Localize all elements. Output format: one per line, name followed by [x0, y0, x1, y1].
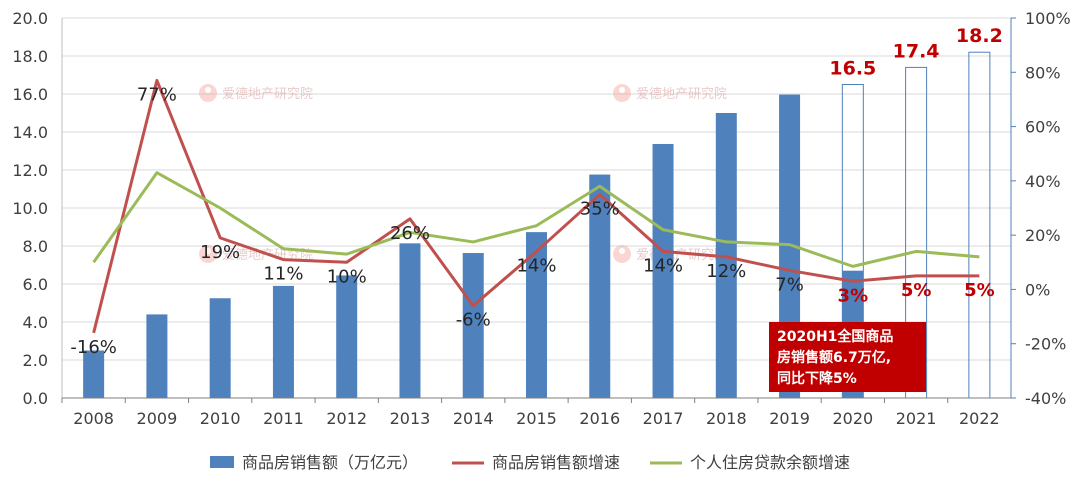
watermark-text: 爱德地产研究院	[222, 87, 313, 102]
x-tick-label: 2022	[959, 409, 1000, 428]
growth-label: 26%	[390, 223, 430, 244]
left-tick-label: 14.0	[12, 123, 48, 142]
bar	[146, 314, 168, 398]
watermark-logo-dot	[619, 248, 625, 254]
legend: 商品房销售额（万亿元） 商品房销售额增速 个人住房贷款余额增速	[210, 453, 850, 472]
legend-label: 商品房销售额（万亿元）	[242, 453, 418, 472]
watermark-logo-icon	[613, 245, 631, 263]
growth-label: 77%	[137, 84, 177, 105]
x-tick-label: 2016	[579, 409, 620, 428]
growth-label: 5%	[901, 280, 932, 301]
x-tick-label: 2017	[643, 409, 684, 428]
x-tick-label: 2014	[453, 409, 494, 428]
watermark-text: 爱德地产研究院	[636, 87, 727, 102]
line-loan-growth	[92, 171, 980, 268]
left-tick-label: 20.0	[12, 9, 48, 28]
left-tick-label: 4.0	[23, 313, 48, 332]
bar	[462, 253, 484, 398]
bar	[336, 275, 358, 398]
bar-value-label: 18.2	[956, 25, 1003, 47]
growth-label: 35%	[580, 198, 620, 219]
left-tick-label: 2.0	[23, 351, 48, 370]
growth-label: -6%	[456, 310, 491, 331]
growth-label: 14%	[516, 255, 556, 276]
left-tick-label: 16.0	[12, 85, 48, 104]
x-tick-label: 2009	[137, 409, 178, 428]
bar	[652, 143, 674, 398]
watermark-logo-dot	[205, 87, 211, 93]
data-labels: 16.5 17.4 18.2 -16% 77% 19% 11% 10% 26% -6% 14% 35%…	[70, 25, 1002, 358]
x-tick-label: 2018	[706, 409, 747, 428]
right-tick-label: 0%	[1025, 280, 1050, 299]
x-tick-label: 2011	[263, 409, 304, 428]
growth-label: 12%	[706, 261, 746, 282]
left-tick-label: 6.0	[23, 275, 48, 294]
legend-swatch-bar	[210, 456, 234, 468]
right-tick-label: 100%	[1025, 9, 1071, 28]
axes: 0.0 2.0 4.0 6.0 8.0 10.0 12.0 14.0 16.0 18.0 20.0 -…	[12, 9, 1070, 428]
growth-label: 5%	[964, 280, 995, 301]
watermark: 爱德地产研究院	[613, 84, 727, 102]
right-tick-label: 60%	[1025, 118, 1061, 137]
growth-label: 19%	[200, 242, 240, 263]
line-sales-growth	[92, 78, 980, 334]
x-tick-label: 2019	[769, 409, 810, 428]
legend-label: 个人住房贷款余额增速	[690, 453, 850, 472]
left-tick-label: 10.0	[12, 199, 48, 218]
right-tick-label: -40%	[1025, 389, 1066, 408]
x-tick-label: 2010	[200, 409, 241, 428]
right-tick-label: -20%	[1025, 335, 1066, 354]
x-tick-label: 2021	[896, 409, 937, 428]
x-tick-label: 2008	[73, 409, 114, 428]
x-tick-label: 2015	[516, 409, 557, 428]
series-lines	[92, 78, 980, 334]
watermark-logo-dot	[205, 248, 211, 254]
left-tick-label: 12.0	[12, 161, 48, 180]
annotation-text: 同比下降5%	[777, 370, 857, 387]
bar	[526, 232, 547, 398]
left-tick-label: 0.0	[23, 389, 48, 408]
left-tick-label: 18.0	[12, 47, 48, 66]
bar	[399, 243, 421, 398]
bar-value-label: 17.4	[893, 40, 940, 62]
annotation-text: 房销售额6.7万亿,	[777, 349, 891, 366]
left-tick-label: 8.0	[23, 237, 48, 256]
bar	[83, 350, 105, 398]
growth-label: 11%	[263, 264, 303, 285]
right-tick-label: 20%	[1025, 226, 1061, 245]
growth-label: 14%	[643, 255, 683, 276]
growth-label: 7%	[775, 274, 804, 295]
x-tick-label: 2020	[832, 409, 873, 428]
bar	[589, 174, 611, 398]
growth-label: 10%	[327, 266, 367, 287]
bar	[272, 285, 294, 398]
watermark: 爱德地产研究院	[199, 84, 313, 102]
bar-projected	[968, 51, 991, 399]
bar-value-label: 16.5	[829, 58, 876, 80]
growth-label: -16%	[70, 337, 117, 358]
watermark-logo-icon	[613, 84, 631, 102]
right-tick-label: 80%	[1025, 63, 1061, 82]
right-tick-label: 40%	[1025, 172, 1061, 191]
watermark-logo-dot	[619, 87, 625, 93]
watermark-logo-icon	[199, 245, 217, 263]
legend-label: 商品房销售额增速	[492, 453, 620, 472]
growth-label: 3%	[838, 285, 869, 306]
x-tick-label: 2012	[326, 409, 367, 428]
annotation-text: 2020H1全国商品	[777, 328, 893, 345]
x-tick-label: 2013	[390, 409, 431, 428]
annotation-background	[769, 322, 926, 392]
bar	[209, 298, 231, 398]
watermark-logo-icon	[199, 84, 217, 102]
